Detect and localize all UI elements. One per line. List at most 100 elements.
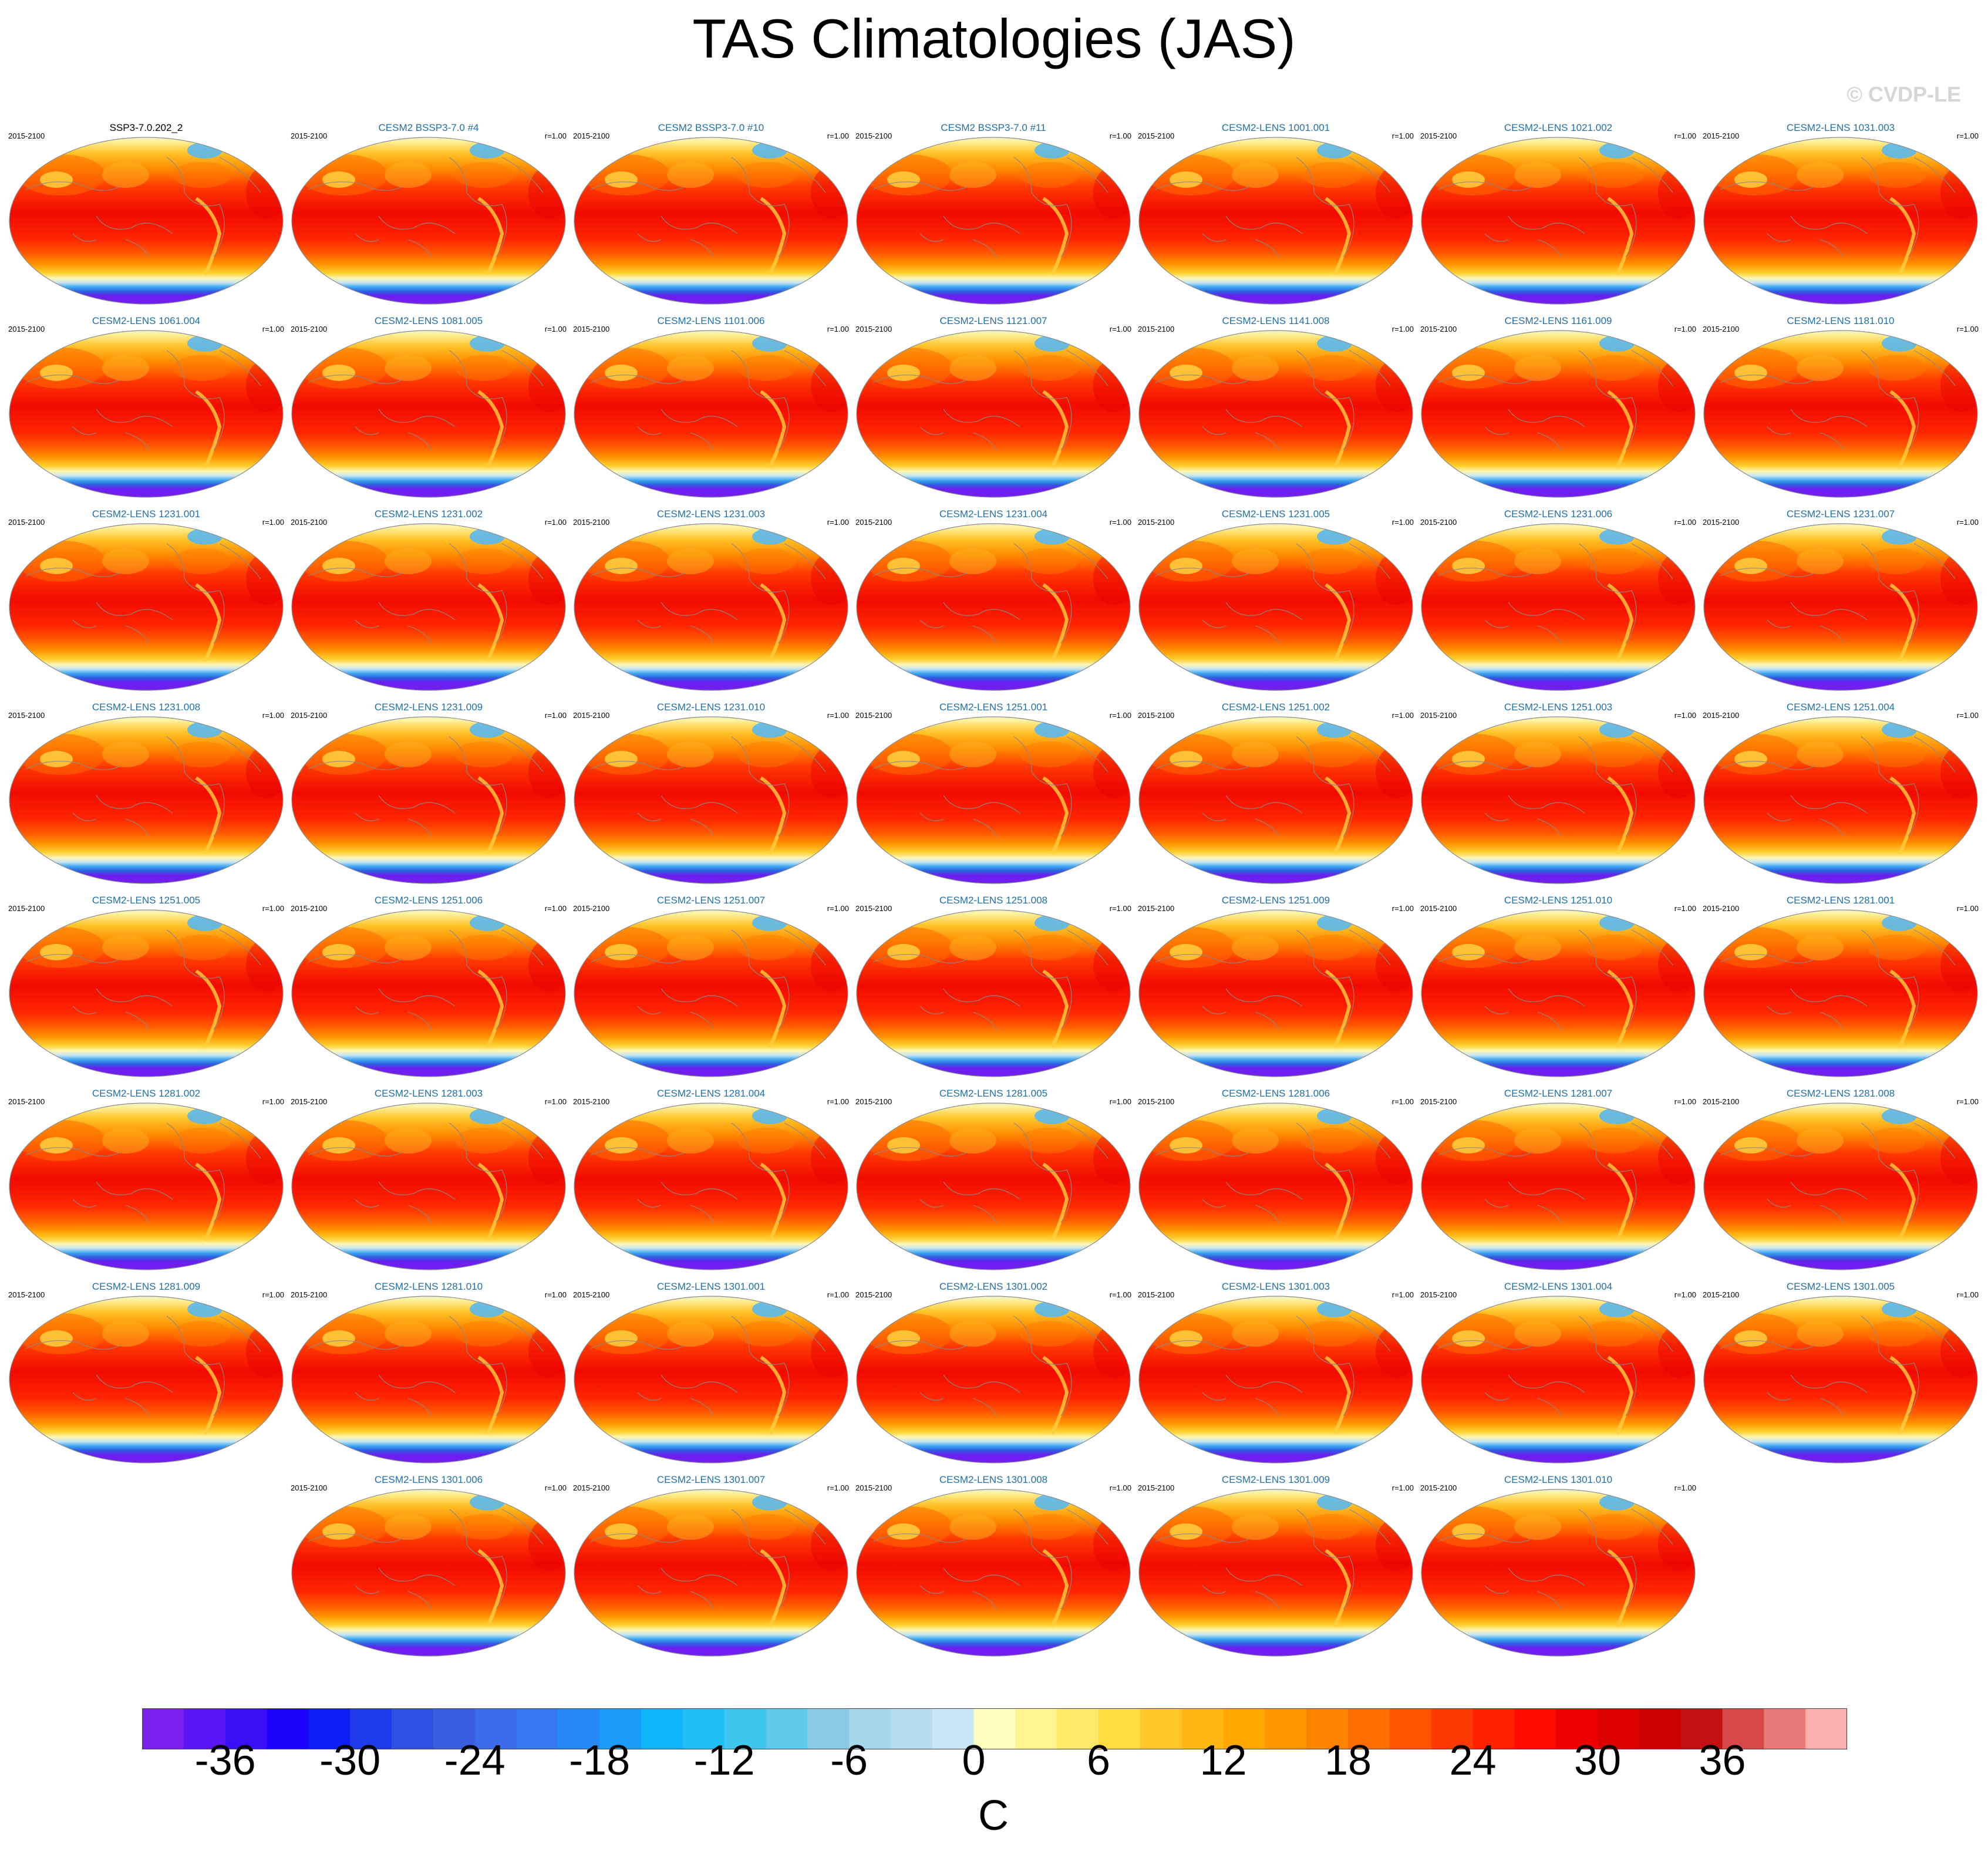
panel-title: CESM2-LENS 1281.008 bbox=[1786, 1088, 1895, 1099]
map-panel: CESM2-LENS 1081.005 2015-2100 r=1.00 bbox=[291, 315, 567, 503]
panel-title: CESM2-LENS 1231.001 bbox=[92, 508, 201, 520]
panel-correlation: r=1.00 bbox=[827, 1097, 849, 1106]
panel-title: CESM2-LENS 1021.002 bbox=[1504, 122, 1613, 133]
panel-title: CESM2-LENS 1251.001 bbox=[939, 702, 1048, 713]
colorbar-swatch bbox=[890, 1708, 933, 1749]
temperature-map bbox=[1421, 330, 1696, 498]
temperature-map bbox=[856, 523, 1131, 691]
map-panel: CESM2-LENS 1251.004 2015-2100 r=1.00 bbox=[1703, 702, 1979, 889]
panel-years: 2015-2100 bbox=[1138, 1483, 1175, 1492]
panel-correlation: r=1.00 bbox=[827, 325, 849, 333]
panel-correlation: r=1.00 bbox=[1956, 904, 1979, 913]
panel-years: 2015-2100 bbox=[1703, 711, 1740, 720]
temperature-map bbox=[856, 330, 1131, 498]
panel-title: CESM2-LENS 1121.007 bbox=[939, 315, 1047, 326]
panel-correlation: r=1.00 bbox=[1391, 1097, 1414, 1106]
temperature-map bbox=[9, 716, 284, 884]
temperature-map bbox=[856, 137, 1131, 305]
temperature-map bbox=[856, 716, 1131, 884]
panel-years: 2015-2100 bbox=[1138, 1097, 1175, 1106]
colorbar-tick-label: 30 bbox=[1573, 1737, 1622, 1784]
colorbar-swatch bbox=[183, 1708, 226, 1749]
map-panel: CESM2-LENS 1281.010 2015-2100 r=1.00 bbox=[291, 1281, 567, 1469]
map-panel: CESM2-LENS 1251.001 2015-2100 r=1.00 bbox=[855, 702, 1131, 889]
temperature-map bbox=[1421, 909, 1696, 1077]
map-panel: CESM2-LENS 1141.008 2015-2100 r=1.00 bbox=[1138, 315, 1414, 503]
panel-title: CESM2-LENS 1301.001 bbox=[656, 1281, 766, 1292]
colorbar-swatch bbox=[391, 1708, 434, 1749]
panel-title: CESM2-LENS 1141.008 bbox=[1222, 315, 1330, 326]
panel-years: 2015-2100 bbox=[1138, 904, 1175, 913]
panel-years: 2015-2100 bbox=[1138, 711, 1175, 720]
map-panel: CESM2 BSSP3-7.0 #4 2015-2100 r=1.00 bbox=[291, 122, 567, 310]
map-panel: CESM2-LENS 1231.006 2015-2100 r=1.00 bbox=[1420, 508, 1696, 696]
map-panel: CESM2-LENS 1281.001 2015-2100 r=1.00 bbox=[1703, 895, 1979, 1083]
colorbar-swatch bbox=[516, 1708, 558, 1749]
panel-title: CESM2-LENS 1101.006 bbox=[657, 315, 765, 326]
colorbar-swatch bbox=[1598, 1708, 1640, 1749]
temperature-map bbox=[574, 330, 848, 498]
panel-title: CESM2-LENS 1231.008 bbox=[92, 702, 201, 713]
temperature-map bbox=[574, 523, 848, 691]
colorbar-tick-label: -12 bbox=[693, 1737, 755, 1784]
temperature-map bbox=[9, 909, 284, 1077]
panel-years: 2015-2100 bbox=[1703, 904, 1740, 913]
panel-years: 2015-2100 bbox=[8, 1290, 45, 1299]
map-panel: CESM2-LENS 1231.002 2015-2100 r=1.00 bbox=[291, 508, 567, 696]
panel-title: CESM2-LENS 1181.010 bbox=[1787, 315, 1895, 326]
colorbar-swatch bbox=[225, 1708, 268, 1749]
panel-correlation: r=1.00 bbox=[544, 518, 567, 527]
panel-correlation: r=1.00 bbox=[1956, 1097, 1979, 1106]
panel-title: CESM2-LENS 1301.004 bbox=[1504, 1281, 1613, 1292]
panel-title: CESM2-LENS 1251.008 bbox=[939, 895, 1048, 906]
panel-correlation: r=1.00 bbox=[1109, 518, 1131, 527]
panel-correlation: r=1.00 bbox=[1391, 1290, 1414, 1299]
panel-years: 2015-2100 bbox=[855, 1483, 892, 1492]
colorbar-tick-label: 24 bbox=[1449, 1737, 1497, 1784]
colorbar-swatch bbox=[1431, 1708, 1474, 1749]
panel-title: CESM2-LENS 1031.003 bbox=[1786, 122, 1895, 133]
panel-title: CESM2-LENS 1251.005 bbox=[92, 895, 201, 906]
panel-correlation: r=1.00 bbox=[544, 325, 567, 333]
map-panel: CESM2-LENS 1301.004 2015-2100 r=1.00 bbox=[1420, 1281, 1696, 1469]
panel-years: 2015-2100 bbox=[573, 904, 610, 913]
panel-title: CESM2-LENS 1231.003 bbox=[656, 508, 766, 520]
temperature-map bbox=[9, 330, 284, 498]
panel-years: 2015-2100 bbox=[1138, 518, 1175, 527]
map-panel: CESM2-LENS 1251.008 2015-2100 r=1.00 bbox=[855, 895, 1131, 1083]
colorbar-swatch bbox=[1181, 1708, 1224, 1749]
colorbar-swatch bbox=[1805, 1708, 1847, 1749]
panel-correlation: r=1.00 bbox=[827, 904, 849, 913]
map-panel: CESM2-LENS 1281.002 2015-2100 r=1.00 bbox=[8, 1088, 284, 1276]
map-panel: CESM2-LENS 1251.006 2015-2100 r=1.00 bbox=[291, 895, 567, 1083]
panel-correlation: r=1.00 bbox=[1674, 131, 1696, 140]
panel-correlation: r=1.00 bbox=[262, 325, 284, 333]
panel-correlation: r=1.00 bbox=[544, 1097, 567, 1106]
map-panel: CESM2-LENS 1001.001 2015-2100 r=1.00 bbox=[1138, 122, 1414, 310]
colorbar-swatch bbox=[849, 1708, 891, 1749]
panel-correlation: r=1.00 bbox=[1674, 904, 1696, 913]
temperature-map bbox=[291, 137, 566, 305]
map-panel: CESM2-LENS 1251.010 2015-2100 r=1.00 bbox=[1420, 895, 1696, 1083]
colorbar-tick-label: -18 bbox=[569, 1737, 631, 1784]
panel-title: CESM2-LENS 1301.010 bbox=[1504, 1474, 1613, 1485]
panel-title: CESM2-LENS 1251.002 bbox=[1221, 702, 1330, 713]
temperature-map bbox=[291, 1296, 566, 1464]
panel-correlation: r=1.00 bbox=[262, 904, 284, 913]
map-panel: CESM2-LENS 1231.001 2015-2100 r=1.00 bbox=[8, 508, 284, 696]
map-panel: CESM2-LENS 1231.005 2015-2100 r=1.00 bbox=[1138, 508, 1414, 696]
temperature-map bbox=[856, 1489, 1131, 1657]
map-panel: CESM2-LENS 1251.002 2015-2100 r=1.00 bbox=[1138, 702, 1414, 889]
panel-years: 2015-2100 bbox=[8, 711, 45, 720]
panel-correlation: r=1.00 bbox=[1109, 131, 1131, 140]
temperature-map bbox=[1421, 523, 1696, 691]
colorbar-swatch bbox=[807, 1708, 850, 1749]
colorbar-swatch bbox=[724, 1708, 767, 1749]
panel-years: 2015-2100 bbox=[8, 131, 45, 140]
panel-title: CESM2-LENS 1231.007 bbox=[1786, 508, 1895, 520]
temperature-map bbox=[574, 1296, 848, 1464]
map-panel: CESM2-LENS 1031.003 2015-2100 r=1.00 bbox=[1703, 122, 1979, 310]
temperature-map bbox=[1703, 716, 1978, 884]
panel-correlation: r=1.00 bbox=[1109, 711, 1131, 720]
panel-years: 2015-2100 bbox=[855, 711, 892, 720]
